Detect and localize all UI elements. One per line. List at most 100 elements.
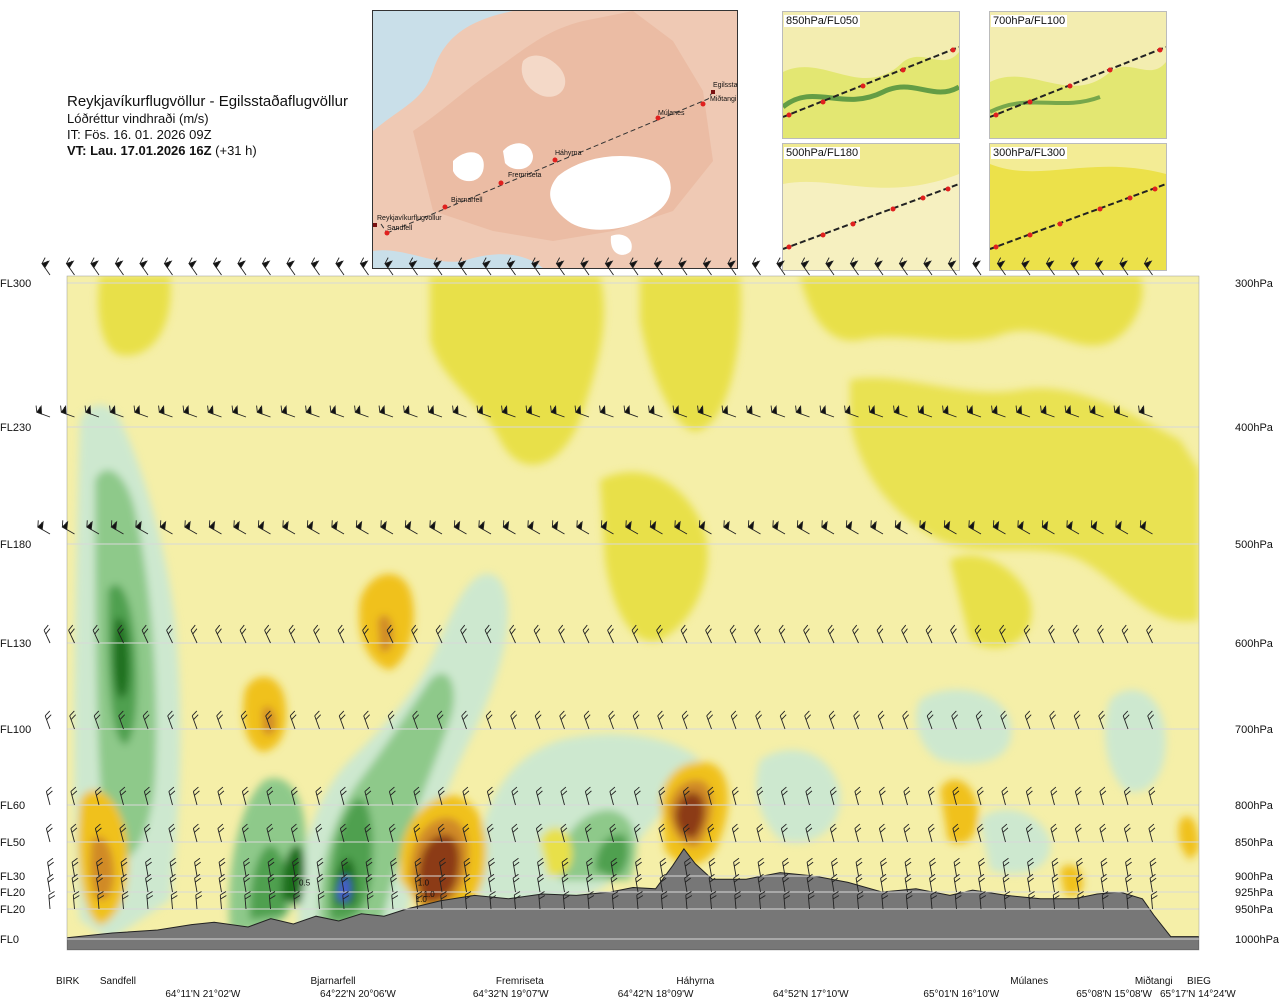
wind-barb xyxy=(192,786,200,806)
wind-barb xyxy=(337,624,345,644)
wind-barb xyxy=(256,405,271,418)
wind-barb xyxy=(96,857,103,877)
wind-barb xyxy=(97,891,105,910)
wind-barb xyxy=(706,710,714,730)
wind-barb xyxy=(435,624,443,644)
wind-barb xyxy=(702,257,712,276)
wind-barb xyxy=(72,891,80,910)
wind-barb xyxy=(413,786,421,806)
wind-barb xyxy=(734,891,742,910)
wind-barb xyxy=(587,891,595,910)
map-label-birk: Reykjavíkurflugvöllur xyxy=(377,215,442,222)
wind-barb xyxy=(658,823,666,843)
wind-barb xyxy=(757,873,765,893)
wind-barb xyxy=(943,520,957,535)
wind-barb xyxy=(387,710,395,730)
wind-barb xyxy=(257,520,271,535)
wind-barb xyxy=(796,520,810,535)
wind-barb xyxy=(462,786,470,806)
wind-barb xyxy=(660,891,668,910)
wind-barb xyxy=(854,823,862,843)
wind-barb xyxy=(47,857,54,877)
wind-barb xyxy=(1149,857,1157,877)
wind-barb xyxy=(231,405,247,418)
wind-barb xyxy=(267,873,275,893)
wind-barb xyxy=(929,857,936,877)
wind-barb xyxy=(415,891,423,910)
wind-barb xyxy=(1002,857,1010,877)
wind-barb xyxy=(756,786,764,806)
wind-barb xyxy=(550,405,565,418)
wind-barb xyxy=(509,624,516,644)
right-tick-label-2: 500hPa xyxy=(1235,539,1274,551)
wind-barb xyxy=(947,257,957,276)
wind-barb xyxy=(705,624,712,644)
wind-barb xyxy=(979,891,987,910)
wind-barb xyxy=(1147,710,1155,730)
wind-barb xyxy=(146,891,154,910)
wind-barb xyxy=(607,624,614,644)
wind-barb xyxy=(384,257,394,276)
wind-barb xyxy=(966,405,982,418)
wind-barb xyxy=(1076,857,1083,877)
wind-barb xyxy=(306,520,320,535)
wind-barb xyxy=(1040,405,1055,418)
wind-barb xyxy=(1051,857,1059,877)
wind-barb xyxy=(776,257,786,276)
wind-barbs xyxy=(35,257,1158,910)
wind-barb xyxy=(94,786,102,806)
wind-barb xyxy=(819,405,835,418)
wind-barb xyxy=(976,823,984,843)
wind-barb xyxy=(218,873,226,893)
wind-barb xyxy=(293,891,301,910)
route-title: Reykjavíkurflugvöllur - Egilsstaðaflugvö… xyxy=(67,93,348,110)
wind-barb xyxy=(580,257,590,276)
wind-barb xyxy=(429,520,443,535)
wind-barb xyxy=(288,624,296,644)
wind-barb xyxy=(658,786,666,806)
wind-barb xyxy=(733,857,740,877)
left-tick-label-0: FL300 xyxy=(0,278,31,290)
wind-barb xyxy=(120,873,128,893)
right-tick-label-9: 950hPa xyxy=(1235,904,1274,916)
wind-barb xyxy=(86,520,100,535)
wind-barb xyxy=(390,857,397,877)
lead-time: (+31 h) xyxy=(215,143,257,158)
panel-850-label: 850hPa/FL050 xyxy=(784,15,861,27)
wind-barb xyxy=(599,405,614,418)
wind-barb xyxy=(653,257,663,276)
panel-300: 300hPa/FL300 xyxy=(989,143,1167,271)
wind-barb xyxy=(195,891,203,910)
wind-barb xyxy=(1119,257,1129,276)
coord-label-6: 65°08'N 15°08'W xyxy=(1076,989,1152,1000)
wind-barb xyxy=(463,873,471,893)
wind-barb xyxy=(510,710,518,730)
wind-barb xyxy=(729,624,737,644)
wind-barb xyxy=(109,405,124,418)
wind-barb xyxy=(583,710,591,730)
wind-barb xyxy=(316,873,324,893)
wind-barb xyxy=(721,405,737,418)
wind-barb xyxy=(388,786,396,806)
wind-barb xyxy=(414,873,422,893)
wind-barb xyxy=(751,257,761,276)
parameter-label: Lóðréttur vindhraði (m/s) xyxy=(67,111,209,126)
wind-barb xyxy=(71,873,79,893)
map-label-midtangi: Miðtangi xyxy=(710,95,737,103)
coord-label-7: 65°17'N 14°24'W xyxy=(1160,989,1236,1000)
wind-barb xyxy=(168,786,176,806)
wind-barb xyxy=(674,520,688,535)
wind-barb xyxy=(600,520,614,535)
wind-barb xyxy=(217,786,225,806)
contour-labels: 0.5 1.01.01.0 xyxy=(299,878,435,903)
wind-barb xyxy=(657,710,665,730)
wind-barb xyxy=(708,873,716,893)
wind-barb xyxy=(878,823,886,843)
wind-barb xyxy=(1089,405,1104,418)
wind-barb xyxy=(880,857,887,877)
wind-barb xyxy=(854,786,862,806)
right-tick-label-3: 600hPa xyxy=(1235,638,1274,650)
wind-barb xyxy=(1094,257,1104,276)
wind-barb xyxy=(94,823,102,843)
contour-label-0: 0.5 xyxy=(299,878,311,887)
